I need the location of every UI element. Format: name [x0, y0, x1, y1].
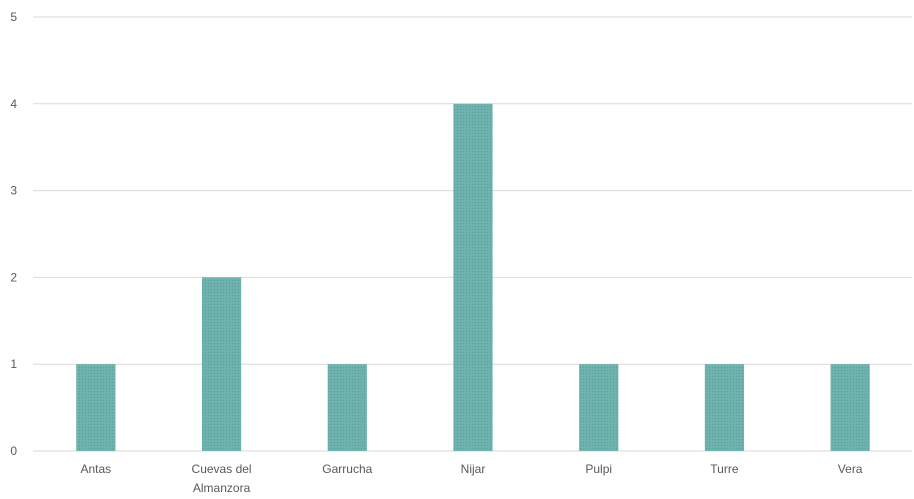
x-category-label-line: Antas	[81, 462, 112, 476]
x-category-label-line: Vera	[838, 462, 863, 476]
x-category-label-line: Nijar	[461, 462, 486, 476]
y-tick-label: 0	[10, 444, 17, 458]
x-category-label-line: Garrucha	[322, 462, 372, 476]
x-category-label: Vera	[838, 462, 863, 476]
y-tick-label: 4	[10, 97, 17, 111]
x-category-label: Cuevas del Almanzora	[192, 462, 252, 495]
x-category-label-line: Turre	[710, 462, 739, 476]
bars	[76, 103, 870, 452]
bar-pulpi	[579, 364, 619, 451]
bar-turre	[704, 364, 745, 451]
y-tick-label: 5	[10, 10, 17, 24]
bar-garrucha	[327, 364, 367, 451]
bar-vera	[830, 364, 870, 451]
y-tick-label: 3	[10, 184, 17, 198]
x-axis-labels: Antas Cuevas del Almanzora Garrucha Nijar Pul…	[81, 462, 863, 495]
y-axis-ticks: 0 1 2 3 4 5	[10, 10, 17, 458]
bar-cuevas-del-almanzora	[201, 277, 242, 451]
bar-antas	[76, 364, 116, 451]
x-category-label: Pulpi	[585, 462, 612, 476]
x-category-label-line: Cuevas del	[192, 462, 252, 476]
x-category-label-line: Almanzora	[193, 481, 251, 495]
x-category-label-line: Pulpi	[585, 462, 612, 476]
x-category-label: Antas	[81, 462, 112, 476]
x-category-label: Garrucha	[322, 462, 372, 476]
x-category-label: Nijar	[461, 462, 486, 476]
x-category-label: Turre	[710, 462, 739, 476]
y-tick-label: 1	[10, 357, 17, 371]
bar-nijar	[453, 103, 493, 452]
y-tick-label: 2	[10, 270, 17, 284]
